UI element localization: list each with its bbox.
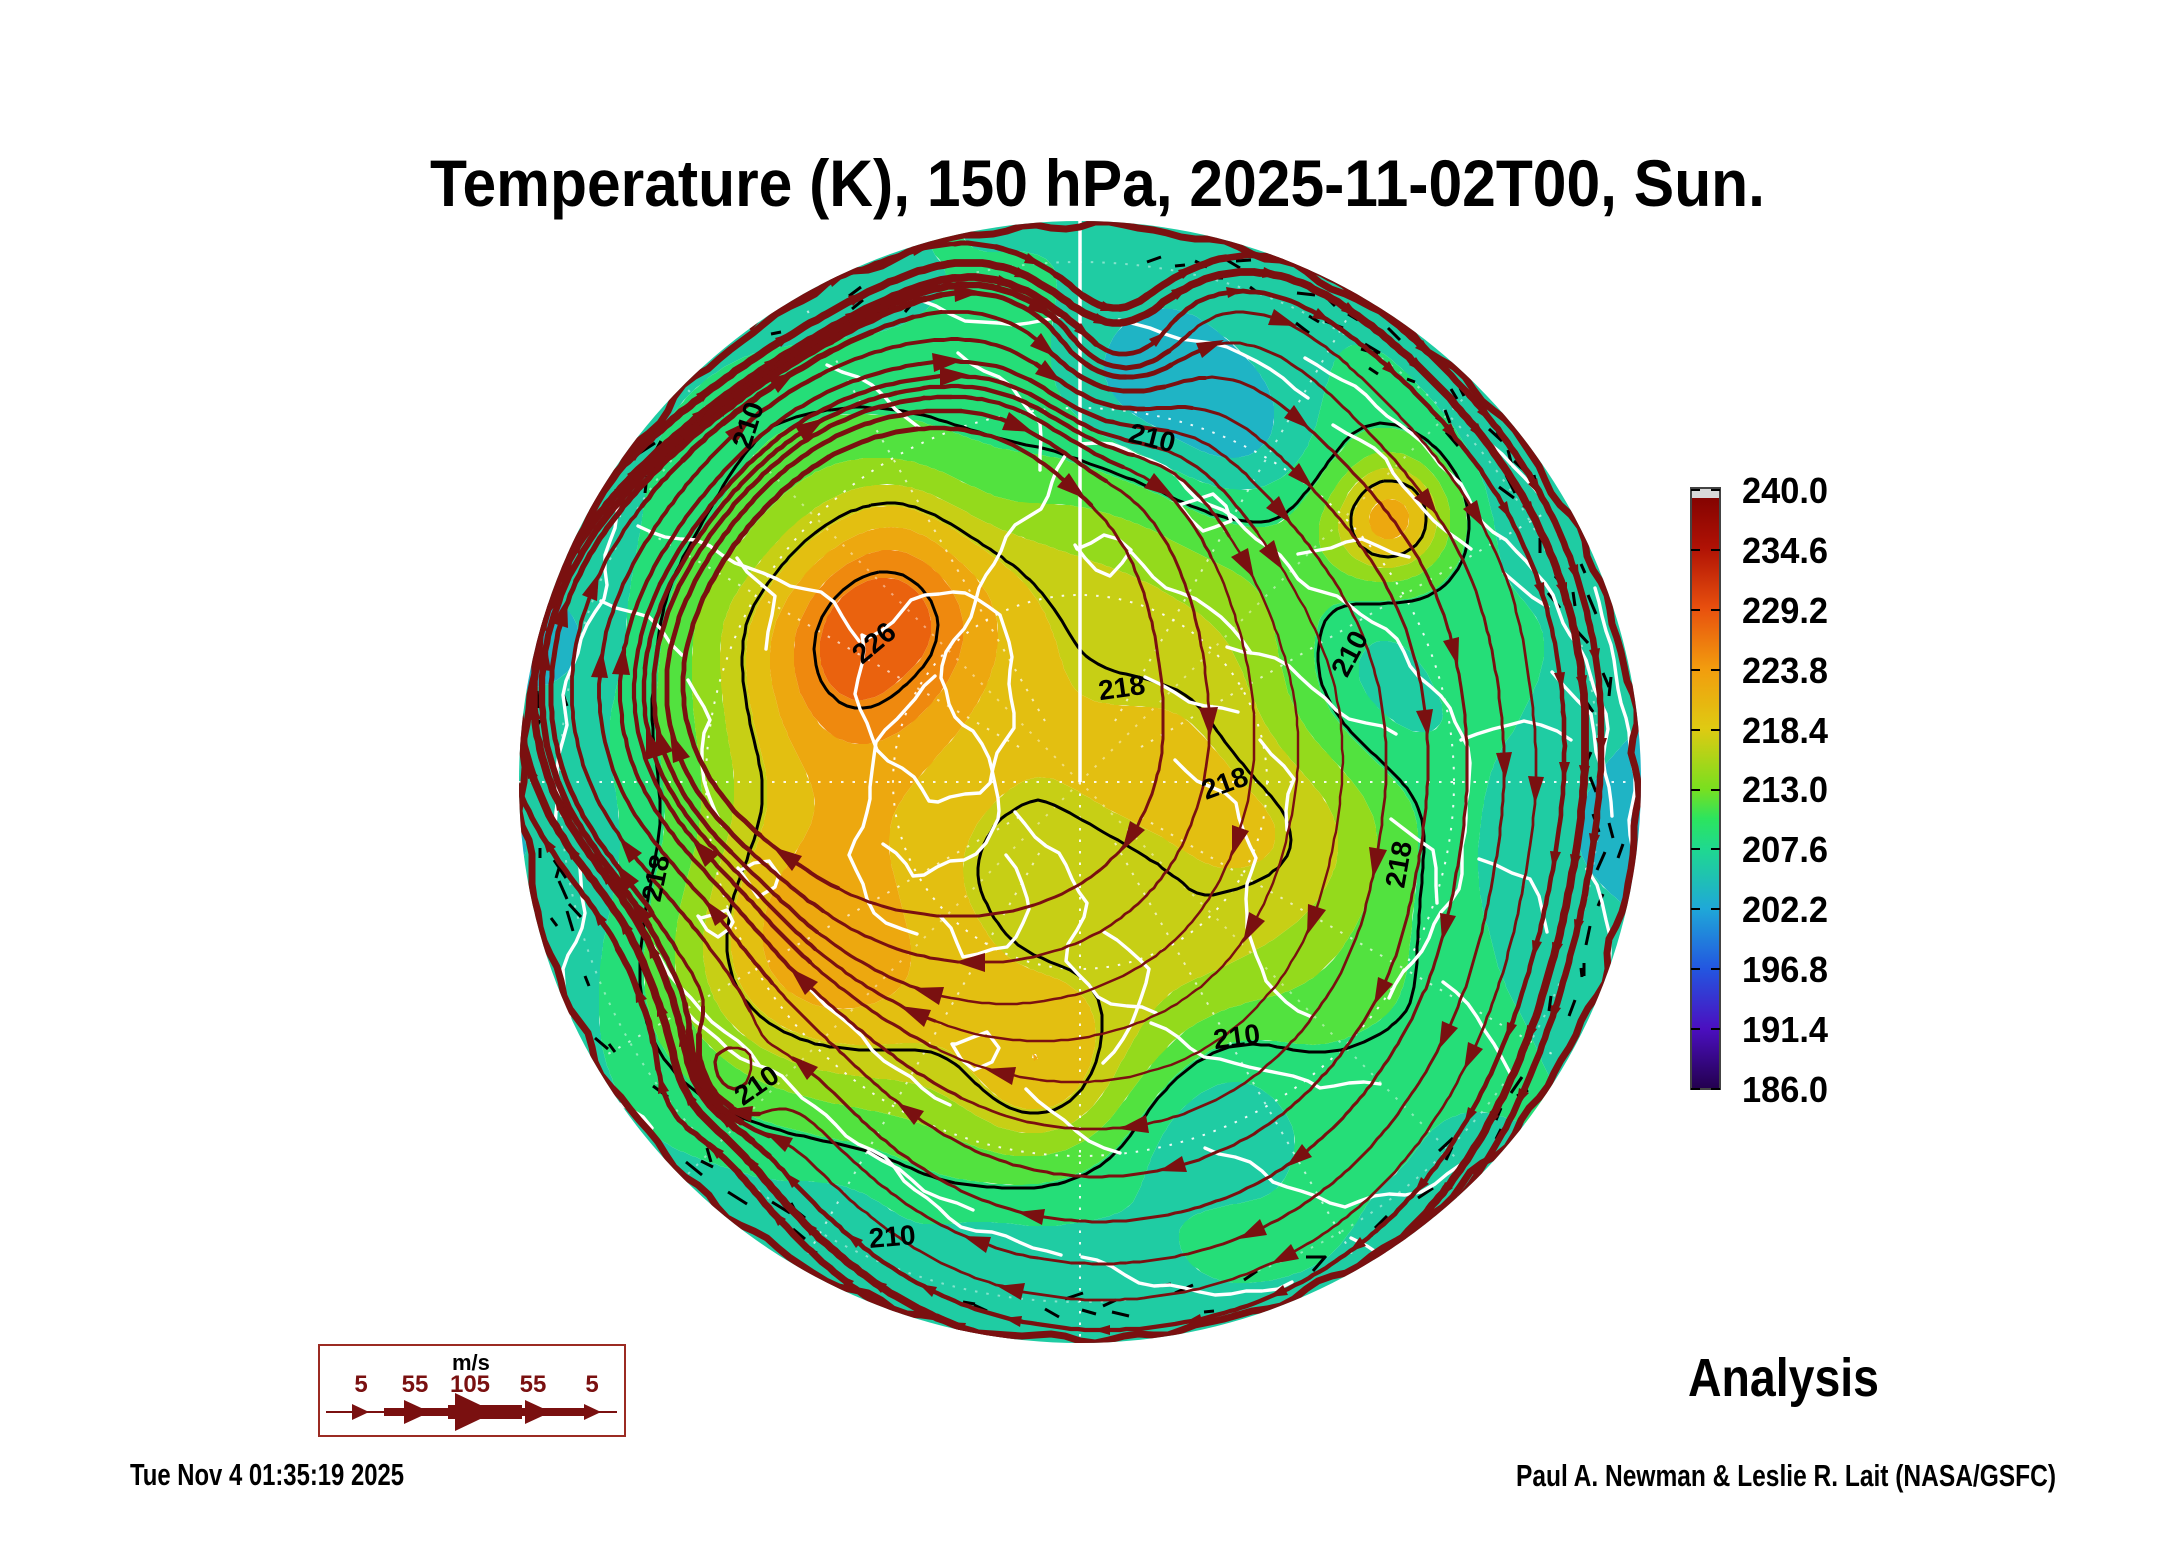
svg-text:202.2: 202.2 — [1742, 889, 1828, 930]
svg-text:55: 55 — [402, 1371, 429, 1398]
svg-text:234.6: 234.6 — [1742, 530, 1828, 571]
svg-text:55: 55 — [520, 1371, 547, 1398]
svg-text:Tue Nov 4 01:35:19 2025: Tue Nov 4 01:35:19 2025 — [130, 1457, 404, 1492]
svg-text:Analysis: Analysis — [1688, 1348, 1879, 1408]
svg-text:229.2: 229.2 — [1742, 590, 1828, 631]
svg-text:218.4: 218.4 — [1742, 710, 1828, 751]
svg-text:186.0: 186.0 — [1742, 1069, 1828, 1110]
svg-text:240.0: 240.0 — [1742, 470, 1828, 511]
svg-text:207.6: 207.6 — [1742, 829, 1828, 870]
svg-text:191.4: 191.4 — [1742, 1009, 1828, 1050]
svg-text:196.8: 196.8 — [1742, 949, 1828, 990]
svg-text:5: 5 — [354, 1371, 367, 1398]
svg-text:210: 210 — [868, 1219, 917, 1254]
svg-text:218: 218 — [1096, 669, 1147, 706]
svg-text:210: 210 — [1211, 1018, 1262, 1055]
svg-text:5: 5 — [585, 1371, 598, 1398]
svg-text:Temperature (K), 150 hPa, 2025: Temperature (K), 150 hPa, 2025-11-02T00,… — [430, 146, 1765, 220]
svg-text:Paul A. Newman & Leslie R. Lai: Paul A. Newman & Leslie R. Lait (NASA/GS… — [1516, 1458, 2056, 1493]
svg-text:223.8: 223.8 — [1742, 650, 1828, 691]
svg-text:105: 105 — [450, 1371, 490, 1398]
svg-text:m/s: m/s — [452, 1350, 490, 1375]
svg-text:213.0: 213.0 — [1742, 769, 1828, 810]
